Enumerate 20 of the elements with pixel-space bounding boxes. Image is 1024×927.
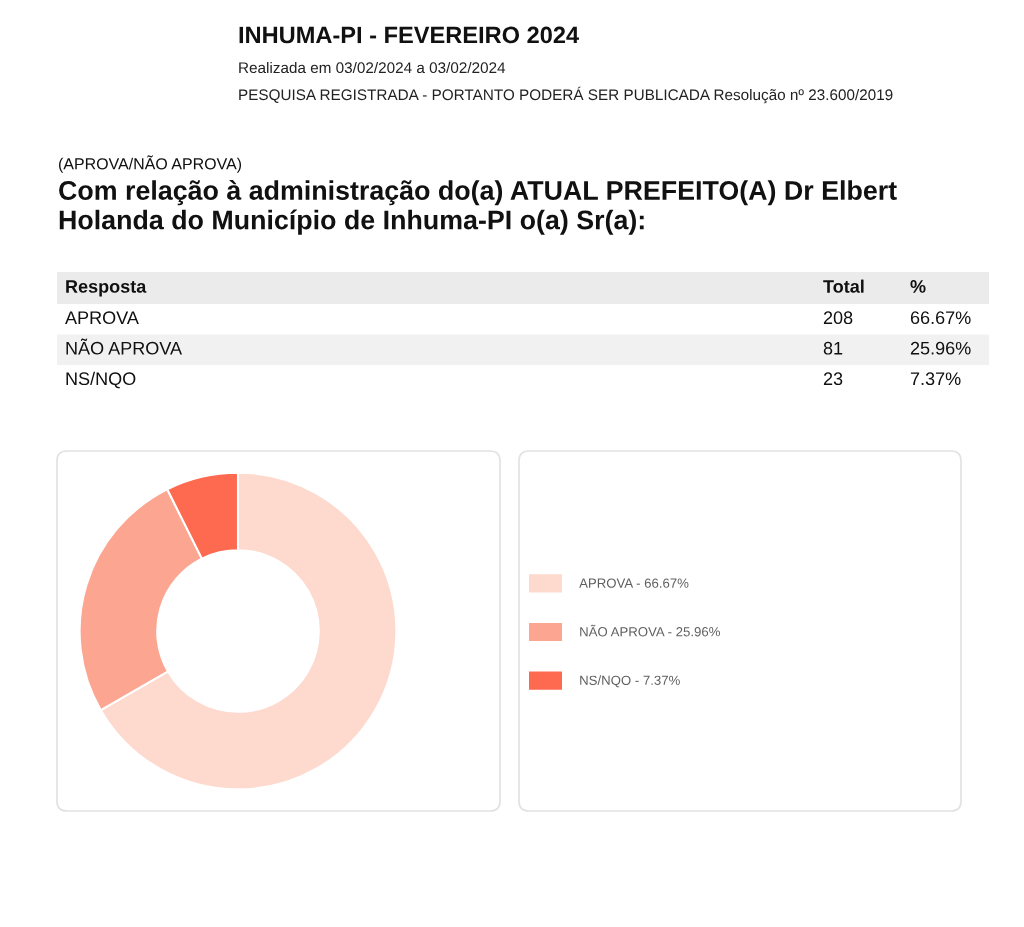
- category-label: NÃO APROVA: [66, 338, 183, 355]
- text: (APROVA/NÃO APROVA): [58, 155, 242, 173]
- data-label: 25.96%: [910, 341, 971, 355]
- text: Realizada em 03/02/2024 a 03/02/2024: [239, 61, 506, 74]
- data-label: 81: [823, 341, 843, 355]
- data-label: 23: [823, 372, 843, 386]
- text: Resposta: [66, 280, 147, 297]
- text: %: [910, 280, 926, 293]
- category-label: NS/NQO: [66, 371, 136, 389]
- data-label: 7.37%: [910, 372, 961, 386]
- legend-label: APROVA - 66.67%: [579, 578, 689, 588]
- legend-label: NÃO APROVA - 25.96%: [580, 624, 720, 637]
- text: PESQUISA REGISTRADA - PORTANTO PODERÁ SER PUBLICADA Resolução nº 23.600/2019: [239, 86, 893, 104]
- data-label: 208: [823, 311, 853, 325]
- data-label: 66.67%: [910, 311, 971, 325]
- text: Com relação à administração do(a) ATUAL PREFEITO(A) Dr Elbert Holanda do Município de Inhuma-PI o(a) Sr(a):: [59, 180, 897, 235]
- category-label: APROVA: [65, 311, 139, 325]
- text: INHUMA-PI - FEVEREIRO 2024: [239, 26, 579, 44]
- legend-label: NS/NQO - 7.37%: [580, 675, 680, 688]
- text: Total: [823, 279, 864, 293]
